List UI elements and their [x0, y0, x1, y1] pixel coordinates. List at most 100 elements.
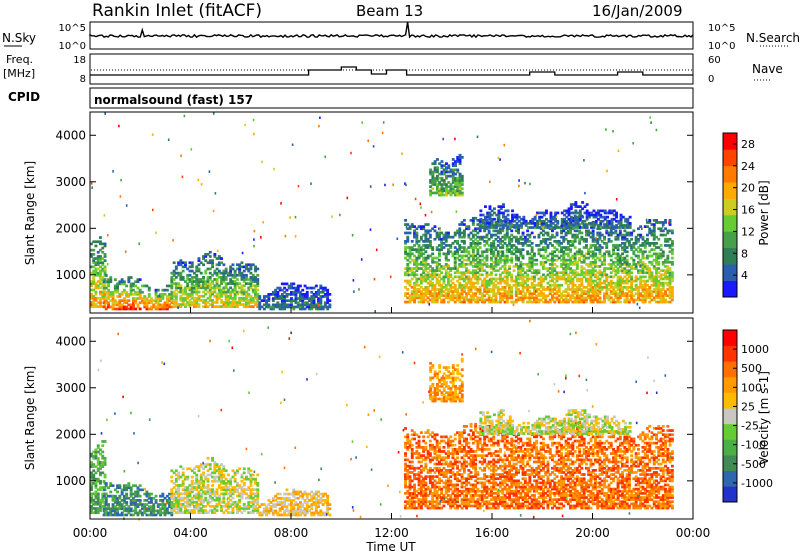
- heatmap-cell: [476, 279, 480, 283]
- heatmap-cell: [186, 490, 190, 494]
- heatmap-cell: [511, 217, 514, 221]
- heatmap-cell: [504, 224, 508, 227]
- heatmap-cell: [661, 260, 665, 264]
- heatmap-cell: [424, 246, 428, 249]
- heatmap-cell: [668, 290, 672, 293]
- heatmap-cell: [609, 296, 613, 300]
- heatmap-cell: [127, 299, 131, 302]
- heatmap-cell: [417, 267, 421, 270]
- heatmap-cell: [424, 240, 428, 243]
- heatmap-cell: [404, 300, 407, 304]
- heatmap-cell: [90, 500, 93, 504]
- heatmap-cell: [515, 217, 519, 221]
- heatmap-cell: [453, 265, 457, 268]
- heatmap-cell: [668, 281, 672, 285]
- heatmap-cell: [571, 283, 575, 287]
- heatmap-cell: [578, 279, 582, 283]
- heatmap-cell: [490, 300, 493, 304]
- heatmap-cell: [181, 479, 185, 483]
- heatmap-cell: [659, 296, 663, 300]
- heatmap-cell: [417, 263, 421, 266]
- heatmap-cell: [659, 233, 663, 237]
- heatmap-cell: [499, 242, 502, 245]
- heatmap-cell: [492, 260, 496, 264]
- heatmap-cell: [431, 271, 435, 275]
- heatmap-cell: [161, 305, 165, 309]
- heatmap-cell: [415, 277, 419, 281]
- heatmap-cell: [136, 513, 140, 517]
- heatmap-cell: [670, 275, 674, 279]
- heatmap-cell: [433, 269, 437, 272]
- heatmap-cell: [419, 263, 423, 266]
- heatmap-cell: [299, 299, 302, 302]
- heatmap-cell: [163, 511, 167, 515]
- heatmap-cell: [573, 240, 577, 243]
- heatmap-cell: [202, 263, 205, 267]
- heatmap-cell: [321, 290, 325, 294]
- heatmap-cell: [99, 261, 102, 265]
- heatmap-cell: [454, 162, 457, 165]
- heatmap-cell: [537, 298, 541, 302]
- heatmap-cell: [94, 477, 98, 481]
- heatmap-cell: [471, 298, 475, 302]
- heatmap-cell: [484, 217, 487, 221]
- heatmap-cell: [438, 269, 441, 272]
- heatmap-cell: [442, 265, 446, 268]
- heatmap-cell: [575, 279, 579, 283]
- heatmap-cell: [195, 276, 199, 279]
- heatmap-cell: [186, 267, 190, 271]
- heatmap-cell: [648, 292, 652, 295]
- heatmap-cell: [485, 248, 489, 251]
- heatmap-cell: [478, 242, 482, 245]
- heatmap-cell: [542, 211, 546, 215]
- heatmap-cell: [177, 271, 181, 275]
- heatmap-cell: [573, 258, 577, 262]
- heatmap-cell: [188, 488, 192, 491]
- heatmap-cell: [174, 288, 178, 292]
- heatmap-cell: [321, 288, 325, 292]
- heatmap-cell: [186, 498, 190, 502]
- heatmap-cell: [499, 240, 502, 243]
- heatmap-cell: [406, 279, 410, 283]
- heatmap-cell: [465, 263, 468, 266]
- heatmap-cell: [487, 288, 491, 291]
- heatmap-cell: [639, 235, 643, 239]
- heatmap-cell: [111, 290, 115, 294]
- heatmap-cell: [474, 273, 478, 277]
- heatmap-cell: [580, 237, 584, 241]
- heatmap-cell: [646, 242, 649, 245]
- heatmap-cell: [494, 283, 498, 287]
- heatmap-cell: [99, 467, 102, 471]
- heatmap-cell: [186, 496, 190, 500]
- heatmap-cell: [614, 292, 618, 295]
- heatmap-cell: [597, 213, 600, 217]
- heatmap-cell: [626, 217, 630, 221]
- heatmap-cell: [102, 297, 106, 300]
- heatmap-cell: [120, 505, 124, 508]
- heatmap-cell: [90, 486, 93, 489]
- heatmap-cell: [245, 301, 248, 304]
- heatmap-cell: [505, 292, 509, 295]
- heatmap-cell: [188, 269, 192, 273]
- heatmap-cell: [562, 273, 566, 277]
- heatmap-cell: [99, 301, 102, 304]
- heatmap-cell: [456, 242, 459, 245]
- heatmap-cell: [245, 296, 248, 300]
- heatmap-cell: [580, 273, 584, 277]
- heatmap-cell: [519, 292, 523, 295]
- heatmap-cell: [96, 240, 100, 244]
- heatmap-cell: [141, 284, 144, 288]
- heatmap-cell: [474, 294, 478, 298]
- heatmap-cell: [566, 265, 570, 268]
- heatmap-cell: [96, 509, 100, 512]
- heatmap-cell: [607, 263, 611, 266]
- heatmap-cell: [419, 298, 423, 302]
- heatmap-cell: [456, 288, 459, 291]
- heatmap-cell: [609, 283, 613, 287]
- heatmap-cell: [465, 227, 468, 231]
- heatmap-speck: [420, 206, 422, 209]
- heatmap-cell: [213, 288, 217, 292]
- heatmap-cell: [206, 267, 210, 271]
- heatmap-cell: [90, 242, 93, 246]
- heatmap-cell: [310, 295, 314, 298]
